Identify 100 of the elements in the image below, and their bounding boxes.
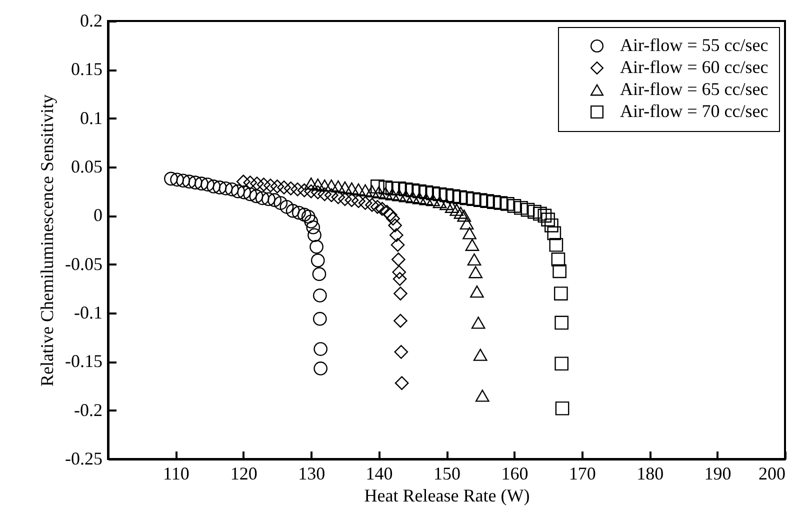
- point: [218, 182, 233, 196]
- point: [370, 200, 384, 214]
- point: [533, 206, 547, 221]
- point: [426, 194, 440, 206]
- point: [547, 226, 562, 240]
- point: [426, 186, 440, 200]
- point: [432, 187, 447, 202]
- point: [544, 218, 558, 232]
- y-tick-label: 0.15: [71, 59, 102, 80]
- point: [473, 348, 488, 361]
- point: [394, 376, 409, 390]
- point: [277, 180, 291, 194]
- point: [284, 181, 298, 196]
- point: [406, 191, 420, 204]
- y-tick-label: 0.05: [71, 156, 102, 176]
- point: [470, 286, 484, 298]
- point: [486, 195, 501, 209]
- point: [365, 185, 379, 198]
- point: [453, 190, 467, 204]
- point: [432, 196, 447, 208]
- point: [551, 252, 566, 266]
- point: [249, 189, 264, 204]
- point: [352, 194, 366, 208]
- point: [231, 184, 245, 198]
- point: [392, 189, 406, 202]
- point: [243, 176, 258, 190]
- point: [206, 180, 221, 194]
- point: [256, 178, 271, 192]
- point: [406, 183, 420, 198]
- point: [394, 314, 408, 328]
- legend-label: Air-flow = 70 cc/sec: [620, 101, 768, 121]
- point: [304, 184, 318, 198]
- point: [475, 390, 490, 402]
- legend-label: Air-flow = 65 cc/sec: [620, 79, 768, 99]
- point: [520, 202, 535, 217]
- point: [286, 204, 300, 218]
- point: [182, 174, 196, 189]
- point: [507, 199, 522, 213]
- point: [262, 192, 276, 206]
- y-tick-label: 0.2: [80, 10, 102, 30]
- point: [270, 180, 284, 194]
- point: [188, 176, 202, 190]
- point: [318, 187, 332, 202]
- point: [392, 252, 406, 266]
- point: [372, 186, 386, 198]
- point: [554, 356, 569, 371]
- point: [274, 196, 288, 210]
- point: [385, 188, 400, 200]
- point: [555, 401, 570, 416]
- point: [468, 266, 483, 278]
- point: [460, 191, 474, 206]
- point: [358, 184, 372, 196]
- point: [412, 184, 426, 198]
- point: [394, 286, 408, 300]
- point: [237, 185, 251, 200]
- point: [331, 190, 346, 204]
- point: [338, 192, 352, 206]
- point: [392, 272, 407, 286]
- y-axis-title: Relative Chemiluminescence Sensitivity: [37, 94, 58, 386]
- point: [255, 191, 270, 206]
- point: [250, 176, 264, 190]
- point: [419, 185, 434, 200]
- point: [164, 172, 178, 186]
- point: [388, 218, 402, 232]
- x-tick-label: 200: [758, 464, 786, 484]
- point: [170, 172, 184, 187]
- point: [440, 198, 454, 210]
- point: [212, 180, 227, 194]
- point: [390, 238, 405, 252]
- point: [301, 210, 316, 224]
- point: [304, 177, 318, 190]
- point: [500, 197, 514, 211]
- point: [312, 288, 327, 302]
- point: [514, 200, 528, 215]
- point: [331, 180, 346, 193]
- point: [194, 176, 208, 190]
- point: [310, 240, 324, 254]
- point: [310, 254, 325, 268]
- x-tick-label: 140: [366, 464, 393, 484]
- point: [465, 238, 480, 251]
- point: [398, 190, 413, 202]
- y-tick-label: -0.1: [74, 302, 102, 322]
- y-tick-label: 0: [94, 205, 102, 226]
- point: [480, 194, 494, 208]
- point: [541, 212, 555, 226]
- point: [264, 178, 278, 192]
- point: [471, 316, 486, 329]
- point: [394, 345, 408, 359]
- point: [200, 178, 214, 192]
- point: [304, 214, 318, 228]
- point: [318, 179, 332, 192]
- point: [338, 181, 352, 194]
- x-tick-label: 160: [501, 464, 528, 484]
- point: [419, 193, 434, 206]
- point: [378, 180, 392, 194]
- point: [460, 217, 474, 230]
- point: [385, 181, 400, 196]
- point: [314, 362, 328, 376]
- point: [446, 189, 460, 204]
- x-tick-label: 180: [636, 464, 664, 484]
